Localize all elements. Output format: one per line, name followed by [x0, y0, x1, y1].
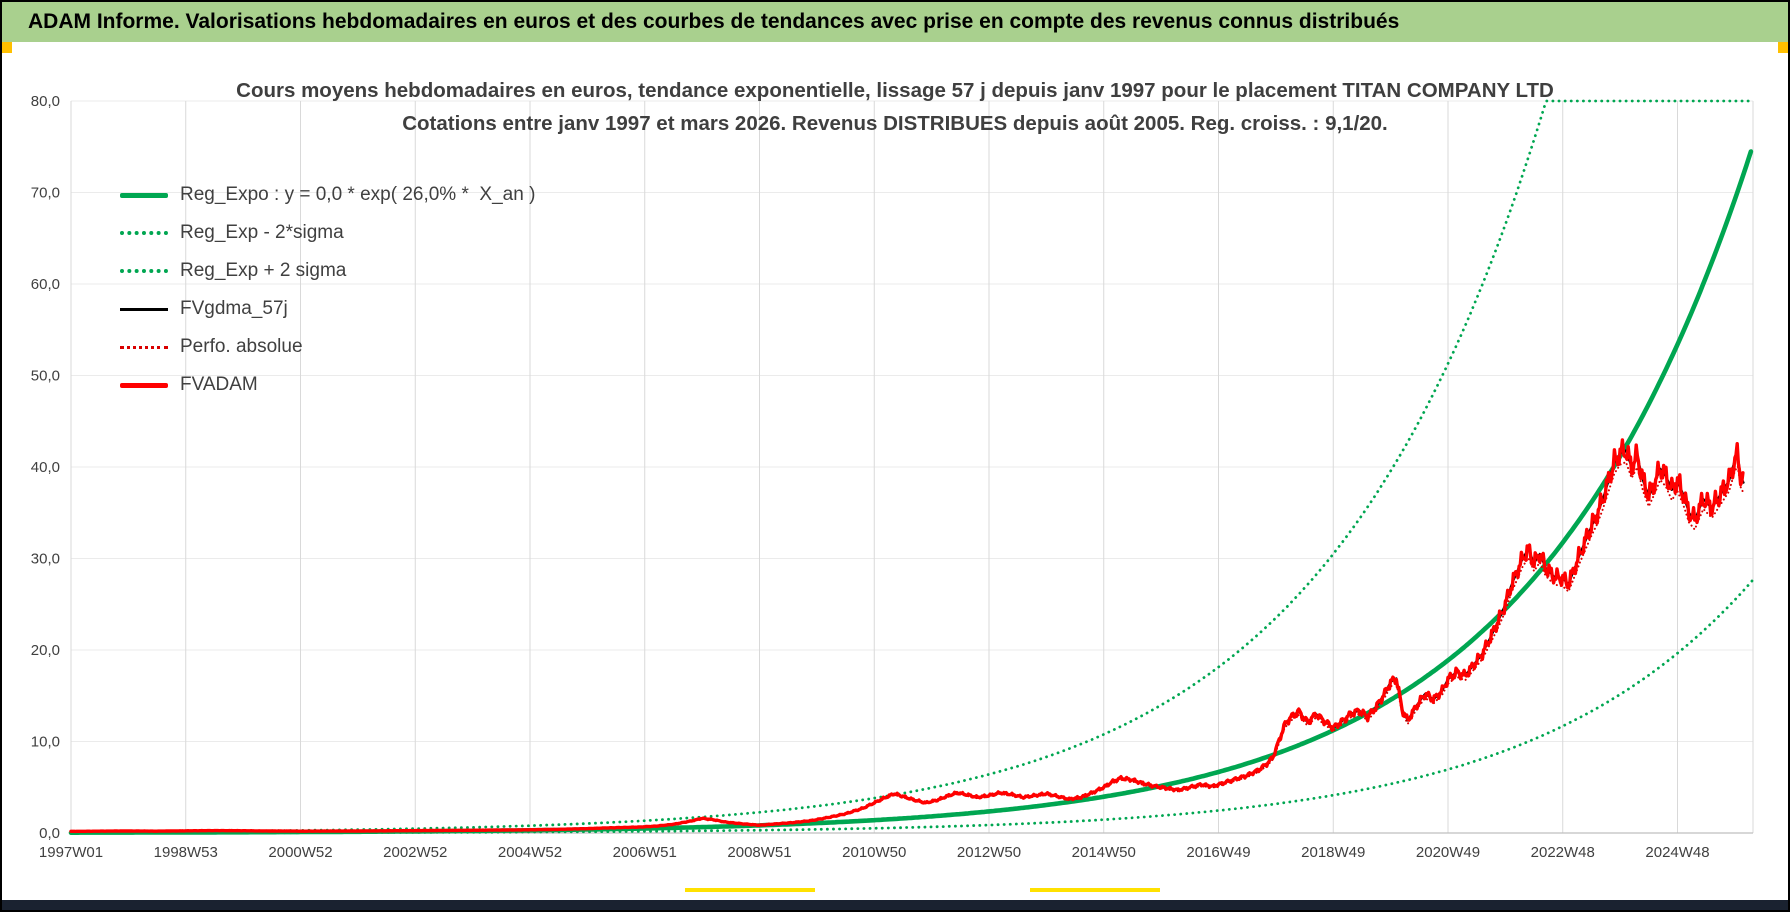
svg-text:2018W49: 2018W49: [1301, 844, 1365, 861]
green-dotted-line-swatch: [120, 231, 168, 235]
legend-label: Reg_Expo : y = 0,0 * exp( 26,0% * X_an ): [180, 184, 536, 205]
legend-item-perfo-absolue: Perfo. absolue: [120, 328, 535, 366]
svg-text:1998W53: 1998W53: [154, 844, 218, 861]
legend-label: Reg_Exp + 2 sigma: [180, 260, 347, 281]
svg-text:2006W51: 2006W51: [613, 844, 677, 861]
accent-dash-right: [1030, 888, 1160, 892]
red-dotted-line-swatch: [120, 345, 168, 349]
y-axis-labels: 0,0 10,0 20,0 30,0 40,0 50,0 60,0 70,0 80,0: [31, 93, 60, 842]
accent-marker-left: [2, 42, 12, 53]
svg-text:1997W01: 1997W01: [39, 844, 103, 861]
accent-marker-right: [1778, 42, 1788, 53]
svg-text:10,0: 10,0: [31, 734, 60, 751]
svg-text:2014W50: 2014W50: [1072, 844, 1136, 861]
svg-text:2002W52: 2002W52: [383, 844, 447, 861]
x-axis-labels: 1997W01 1998W53 2000W52 2002W52 2004W52 2006W…: [39, 844, 1710, 861]
legend-item-fvgdma-57j: FVgdma_57j: [120, 290, 535, 328]
svg-text:30,0: 30,0: [31, 551, 60, 568]
legend-label: FVgdma_57j: [180, 298, 288, 319]
svg-text:2016W49: 2016W49: [1186, 844, 1250, 861]
legend-item-reg-expo: Reg_Expo : y = 0,0 * exp( 26,0% * X_an ): [120, 176, 535, 214]
legend-label: FVADAM: [180, 374, 258, 395]
legend-item-fvadam: FVADAM: [120, 366, 535, 404]
svg-text:70,0: 70,0: [31, 185, 60, 202]
green-dotted-line-swatch: [120, 269, 168, 273]
legend-label: Reg_Exp - 2*sigma: [180, 222, 344, 243]
black-solid-line-swatch: [120, 307, 168, 311]
svg-text:0,0: 0,0: [39, 825, 60, 842]
legend-item-reg-exp-minus-2sigma: Reg_Exp - 2*sigma: [120, 214, 535, 252]
chart-legend: Reg_Expo : y = 0,0 * exp( 26,0% * X_an )…: [120, 176, 535, 404]
svg-text:2012W50: 2012W50: [957, 844, 1021, 861]
svg-text:2022W48: 2022W48: [1531, 844, 1595, 861]
svg-text:2024W48: 2024W48: [1645, 844, 1709, 861]
accent-dash-left: [685, 888, 815, 892]
series-fvadam: [69, 438, 1745, 834]
svg-text:2008W51: 2008W51: [727, 844, 791, 861]
series-perfo_absolue: [70, 461, 1745, 833]
series-fvgdma_57j: [69, 449, 1745, 833]
svg-text:2010W50: 2010W50: [842, 844, 906, 861]
svg-text:2000W52: 2000W52: [268, 844, 332, 861]
svg-text:80,0: 80,0: [31, 93, 60, 110]
svg-text:60,0: 60,0: [31, 276, 60, 293]
plot-svg: 1997W01 1998W53 2000W52 2002W52 2004W52 2006W…: [31, 93, 1755, 861]
bottom-bar: [2, 900, 1788, 910]
header-bar: ADAM Informe. Valorisations hebdomadaire…: [2, 2, 1788, 42]
green-solid-line-swatch: [120, 192, 168, 198]
svg-text:2004W52: 2004W52: [498, 844, 562, 861]
gridlines-vertical: [70, 101, 1754, 833]
gridlines-horizontal: [71, 100, 1753, 742]
legend-item-reg-exp-plus-2sigma: Reg_Exp + 2 sigma: [120, 252, 535, 290]
svg-text:20,0: 20,0: [31, 642, 60, 659]
red-solid-line-swatch: [120, 382, 168, 388]
legend-label: Perfo. absolue: [180, 336, 303, 357]
app-title: ADAM Informe. Valorisations hebdomadaire…: [28, 10, 1400, 33]
svg-text:2020W49: 2020W49: [1416, 844, 1480, 861]
svg-text:50,0: 50,0: [31, 368, 60, 385]
svg-text:40,0: 40,0: [31, 459, 60, 476]
